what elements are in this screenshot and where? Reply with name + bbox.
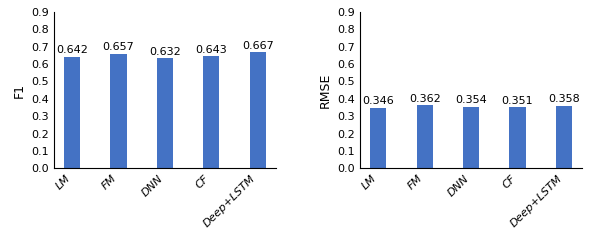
- Text: 0.354: 0.354: [455, 95, 487, 105]
- Text: 0.657: 0.657: [103, 42, 134, 52]
- Y-axis label: F1: F1: [13, 83, 26, 98]
- Text: 0.346: 0.346: [362, 96, 394, 106]
- Bar: [250, 52, 266, 168]
- Bar: [110, 54, 127, 168]
- Bar: [370, 108, 386, 168]
- Bar: [463, 107, 479, 168]
- Bar: [556, 106, 572, 168]
- Bar: [416, 106, 433, 168]
- Y-axis label: RMSE: RMSE: [319, 72, 332, 108]
- Text: 0.667: 0.667: [242, 40, 274, 51]
- Text: 0.642: 0.642: [56, 45, 88, 55]
- Bar: [509, 107, 526, 168]
- Text: 0.632: 0.632: [149, 47, 181, 57]
- Bar: [157, 58, 173, 168]
- Text: 0.643: 0.643: [196, 45, 227, 55]
- Bar: [64, 57, 80, 168]
- Text: 0.351: 0.351: [502, 96, 533, 106]
- Text: 0.358: 0.358: [548, 94, 580, 104]
- Bar: [203, 56, 220, 168]
- Text: 0.362: 0.362: [409, 94, 440, 104]
